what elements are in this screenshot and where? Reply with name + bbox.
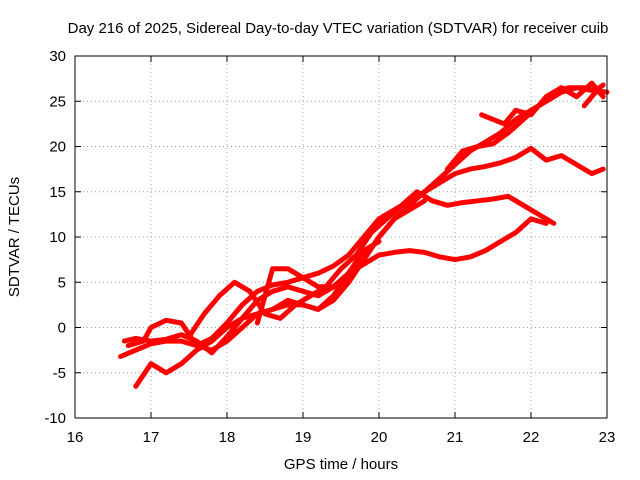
y-tick-label: 10 — [49, 229, 66, 246]
series-arc-8 — [444, 85, 602, 172]
x-tick-label: 20 — [371, 429, 388, 446]
x-tick-label: 22 — [523, 429, 540, 446]
axis-ticks: 16 17 18 19 20 21 22 23 -10 -5 0 5 10 15 20 25 30 — [44, 48, 615, 446]
x-tick-label: 21 — [447, 429, 464, 446]
series-arc-6 — [254, 145, 606, 326]
x-axis-label: GPS time / hours — [284, 456, 398, 473]
chart-title: Day 216 of 2025, Sidereal Day-to-day VTE… — [68, 20, 609, 37]
y-tick-label: 0 — [58, 320, 66, 337]
y-tick-label: 25 — [49, 93, 66, 110]
y-tick-label: -5 — [53, 365, 66, 382]
series-arc-9 — [581, 82, 606, 109]
x-tick-label: 18 — [219, 429, 236, 446]
y-tick-label: 5 — [58, 274, 66, 291]
y-tick-label: 20 — [49, 139, 66, 156]
y-tick-label: -10 — [44, 410, 66, 427]
x-tick-label: 19 — [295, 429, 312, 446]
y-axis-label: SDTVAR / TECUs — [6, 177, 23, 297]
y-tick-label: 30 — [49, 48, 66, 65]
x-tick-label: 23 — [599, 429, 616, 446]
x-tick-label: 16 — [67, 429, 84, 446]
series-group — [118, 80, 610, 389]
series-arc-5 — [186, 189, 557, 340]
y-tick-label: 15 — [49, 184, 66, 201]
x-tick-label: 17 — [143, 429, 160, 446]
